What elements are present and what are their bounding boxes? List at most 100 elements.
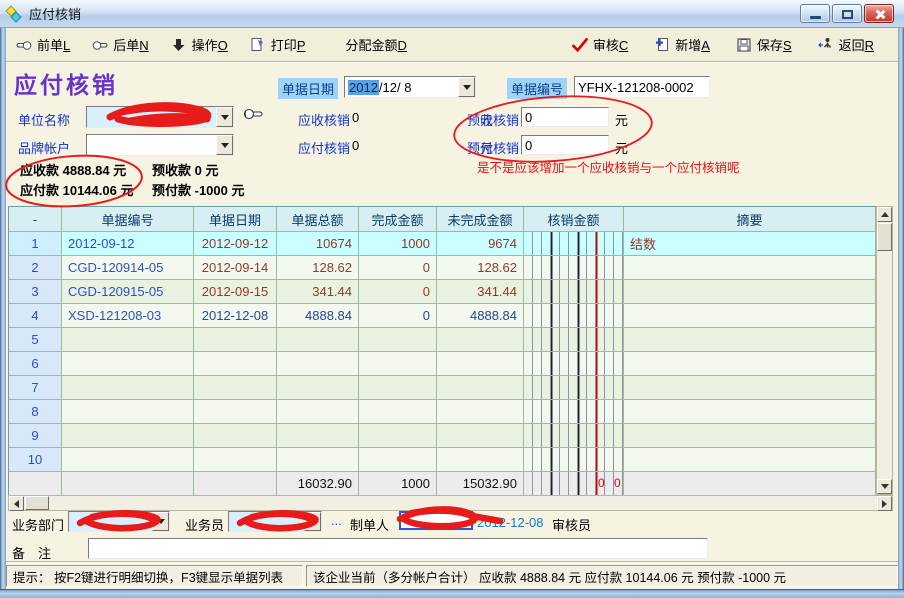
table-row[interactable]: 10: [9, 448, 876, 472]
balance-ap: 应付款 10144.06 元: [20, 183, 134, 198]
vertical-scroll-thumb[interactable]: [877, 223, 892, 251]
col-header-summary: 摘要: [624, 207, 876, 232]
window-border-right: [898, 0, 904, 598]
operate-button[interactable]: 操作O: [171, 35, 228, 54]
remark-field-wrap: [88, 538, 708, 559]
unit-dropdown-button[interactable]: [216, 107, 233, 127]
totals-total: 16032.90: [277, 472, 359, 496]
balance-pre-pay: 预付款 -1000 元: [152, 183, 245, 198]
auditor-label: 审核员: [552, 518, 592, 533]
remark-label: 备 注: [12, 546, 52, 561]
red-check-icon: [571, 37, 588, 53]
maker-label: 制单人: [350, 518, 390, 533]
minimize-icon: [810, 16, 821, 19]
table-row[interactable]: 1 2012-09-12 2012-09-12 10674 1000 9674 …: [9, 232, 876, 256]
floppy-icon: [736, 37, 752, 53]
doc-date-combo[interactable]: 2012/12/ 8: [344, 76, 476, 98]
print-button[interactable]: 打印P: [250, 35, 306, 54]
col-header-total: 单据总额: [277, 207, 359, 232]
statusbar-hint: 提示： 按F2键进行明细切换，F3键显示单据列表: [6, 565, 303, 587]
unit-lookup-hand-icon[interactable]: [243, 106, 263, 125]
next-doc-button[interactable]: 后单N: [92, 35, 149, 54]
allocate-amount-button[interactable]: 分配金额D: [345, 35, 406, 54]
statusbar-separator: [6, 561, 898, 563]
table-totals-row: 16032.90 1000 15032.90 0 0: [9, 472, 876, 496]
writeoff-amount-cell: [524, 424, 624, 448]
scroll-right-button[interactable]: [877, 496, 892, 511]
dept-label: 业务部门: [12, 518, 65, 533]
pre-pay-field-wrap: [521, 135, 609, 155]
red-annotation-text: 是不是应该增加一个应收核销与一个应付核销呢: [477, 161, 740, 175]
prev-doc-button[interactable]: 前单L: [16, 35, 70, 54]
table-row[interactable]: 6: [9, 352, 876, 376]
clerk-combo[interactable]: [228, 511, 322, 532]
col-header-date: 单据日期: [194, 207, 277, 232]
scroll-left-button[interactable]: [9, 496, 24, 511]
print-label: 打印P: [270, 38, 306, 53]
brand-account-combo[interactable]: [86, 134, 234, 156]
table-row[interactable]: 8: [9, 400, 876, 424]
doc-no-input[interactable]: [575, 77, 709, 97]
pre-recv-writeoff-input[interactable]: [522, 108, 608, 126]
pre-pay-unit: 元: [615, 141, 629, 156]
maximize-button[interactable]: [832, 4, 862, 23]
statusbar-balances: 该企业当前（多分帐户合计） 应收款 4888.84 元 应付款 10144.06…: [306, 565, 898, 587]
horizontal-scroll-thumb[interactable]: [25, 496, 49, 510]
add-button[interactable]: 新增A: [654, 35, 710, 54]
ap-writeoff-value: 0: [352, 138, 360, 153]
brand-dropdown-button[interactable]: [216, 135, 233, 155]
triangle-right-icon: [882, 499, 887, 508]
writeoff-amount-cell: [524, 256, 624, 280]
triangle-down-icon: [880, 484, 889, 489]
doc-date-dropdown-button[interactable]: [458, 77, 475, 97]
table-row[interactable]: 7: [9, 376, 876, 400]
printer-page-icon: [250, 37, 266, 53]
window-border-bottom: [0, 589, 904, 598]
balance-ar: 应收款 4888.84 元: [20, 163, 127, 178]
pre-pay-writeoff-input[interactable]: [522, 136, 608, 154]
dept-dropdown-button[interactable]: [152, 512, 169, 531]
prev-doc-label: 前单L: [37, 38, 71, 53]
pre-recv-writeoff-label: 预收核销: [467, 113, 520, 128]
maker-field[interactable]: [399, 511, 473, 530]
writeoff-amount-cell: [524, 400, 624, 424]
unit-name-combo[interactable]: [86, 106, 234, 128]
col-header-writeoff-amount: 核销金额: [524, 207, 624, 232]
title-bar[interactable]: 应付核销: [0, 0, 904, 28]
horizontal-scrollbar[interactable]: [8, 495, 893, 511]
table-row[interactable]: 9: [9, 424, 876, 448]
chevron-down-icon: [220, 142, 229, 148]
writeoff-amount-cell: [524, 376, 624, 400]
save-button[interactable]: 保存S: [736, 35, 792, 54]
maker-date: 2012-12-08: [477, 515, 544, 530]
table-row[interactable]: 4 XSD-121208-03 2012-12-08 4888.84 0 488…: [9, 304, 876, 328]
table-row[interactable]: 3 CGD-120915-05 2012-09-15 341.44 0 341.…: [9, 280, 876, 304]
table-row[interactable]: 2 CGD-120914-05 2012-09-14 128.62 0 128.…: [9, 256, 876, 280]
scroll-up-button[interactable]: [877, 207, 892, 222]
minimize-button[interactable]: [800, 4, 830, 23]
totals-writeoff: 0 0: [598, 476, 624, 490]
arrow-down-icon: [171, 37, 187, 53]
close-button[interactable]: [864, 4, 894, 23]
pre-pay-writeoff-label: 预付核销: [467, 141, 520, 156]
totals-undone: 15032.90: [437, 472, 524, 496]
toolbar: 前单L 后单N 操作O 打印P 分配金额D: [6, 28, 898, 62]
scroll-down-button[interactable]: [877, 479, 892, 494]
col-header-doc-no: 单据编号: [62, 207, 194, 232]
table-body: 1 2012-09-12 2012-09-12 10674 1000 9674 …: [9, 232, 876, 472]
pre-recv-field-wrap: [521, 107, 609, 127]
col-header-done: 完成金额: [359, 207, 437, 232]
writeoff-amount-cell: [524, 304, 624, 328]
remark-input[interactable]: [89, 539, 707, 558]
back-button[interactable]: 返回R: [818, 35, 874, 54]
audit-button[interactable]: 审核C: [571, 35, 628, 54]
table-row[interactable]: 5: [9, 328, 876, 352]
clerk-dropdown-button[interactable]: [304, 512, 321, 531]
ar-writeoff-label: 应收核销: [298, 113, 351, 128]
window-border-left: [0, 0, 6, 598]
vertical-scrollbar[interactable]: [876, 206, 893, 495]
totals-done: 1000: [359, 472, 437, 496]
more-link[interactable]: ...: [331, 513, 342, 528]
dept-combo[interactable]: [68, 511, 170, 532]
hand-right-icon: [92, 37, 108, 53]
